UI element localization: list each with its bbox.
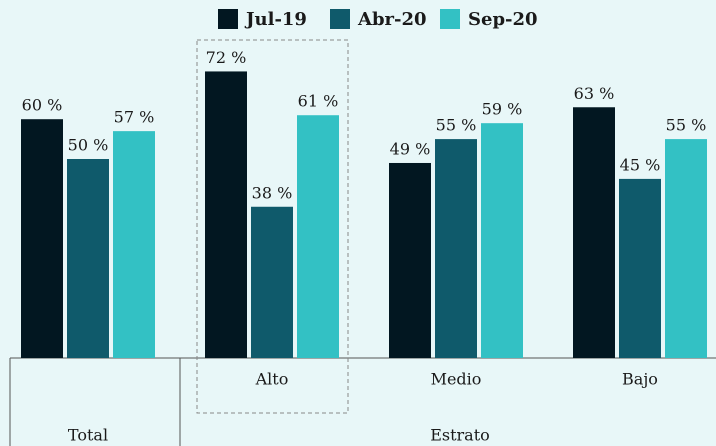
x-tick-label: Alto — [255, 370, 289, 389]
bar — [251, 206, 293, 358]
bar — [113, 131, 155, 358]
value-label: 63 % — [574, 84, 615, 103]
bar — [67, 159, 109, 358]
bar — [435, 139, 477, 358]
x-tick-label: Bajo — [622, 370, 658, 389]
value-label: 61 % — [298, 92, 339, 111]
legend-label: Sep-20 — [468, 9, 538, 30]
bar — [389, 162, 431, 358]
bar — [619, 178, 661, 358]
bar — [481, 123, 523, 359]
highlight-box — [196, 39, 349, 414]
bar — [665, 139, 707, 358]
value-label: 72 % — [206, 48, 247, 67]
bar — [205, 71, 247, 358]
value-label: 45 % — [620, 155, 661, 174]
value-label: 55 % — [666, 116, 707, 135]
x-tick-label: Medio — [431, 370, 482, 389]
value-label: 50 % — [68, 136, 109, 155]
legend-swatch — [218, 9, 238, 29]
value-label: 60 % — [22, 96, 63, 115]
value-label: 38 % — [252, 183, 293, 202]
legend-label: Abr-20 — [357, 9, 427, 30]
value-label: 59 % — [482, 100, 523, 119]
legend-swatch — [330, 9, 350, 29]
value-label: 57 % — [114, 108, 155, 127]
legend-swatch — [440, 9, 460, 29]
value-label: 49 % — [390, 139, 431, 158]
x-tick-label: Total — [68, 426, 108, 445]
legend-label: Jul-19 — [244, 9, 307, 30]
bar — [573, 107, 615, 358]
bar — [297, 115, 339, 358]
group-label: Estrato — [430, 426, 490, 445]
value-label: 55 % — [436, 116, 477, 135]
bar — [21, 119, 63, 358]
